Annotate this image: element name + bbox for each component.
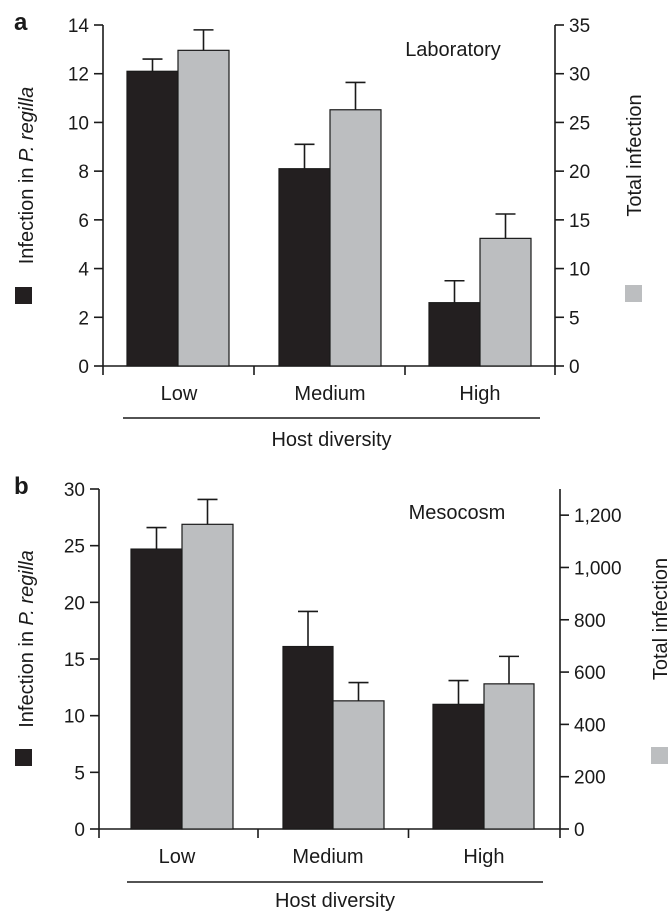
left-tick-label: 6 [78, 211, 89, 232]
category-label: Medium [292, 846, 363, 868]
left-tick-label: 12 [68, 65, 89, 86]
left-tick-label: 4 [78, 260, 89, 281]
bar-total-high [479, 237, 532, 367]
bar-p-regilla-low [126, 70, 179, 367]
x-axis-label: Host diversity [271, 429, 391, 451]
legend-square-light [625, 285, 642, 302]
right-tick-label: 200 [574, 768, 606, 789]
bar-total-low [181, 523, 234, 830]
category-label: High [463, 846, 504, 868]
left-tick-label: 0 [74, 820, 85, 841]
bar-total-medium [329, 109, 382, 367]
left-tick-label: 30 [64, 480, 85, 501]
left-tick-label: 0 [78, 357, 89, 378]
right-tick-label: 10 [569, 260, 590, 281]
left-axis-label-part: Infection in [16, 162, 38, 264]
category-label: Low [161, 383, 198, 405]
left-tick-label: 2 [78, 308, 89, 329]
chart-panel-b: b 0 5 10 15 20 25 30 0 200 400 600 800 1,000 1,200 Low M… [14, 473, 670, 912]
right-tick-label: 35 [569, 16, 590, 37]
left-tick-label: 10 [64, 707, 85, 728]
right-tick-label: 800 [574, 611, 606, 632]
panel-letter: b [14, 473, 29, 500]
left-tick-label: 20 [64, 593, 85, 614]
left-axis-label-part: Infection in [16, 625, 38, 727]
bar-p-regilla-high [428, 302, 481, 367]
right-tick-label: 25 [569, 113, 590, 134]
left-axis-label: Infection in P. regilla [16, 550, 38, 728]
right-tick-label: 20 [569, 162, 590, 183]
bar-total-low [177, 49, 230, 367]
right-tick-label: 15 [569, 211, 590, 232]
right-tick-label: 0 [574, 820, 585, 841]
chart-panel-a: a 0 2 4 6 8 10 12 14 0 5 10 15 20 25 30 35 Low Medium High H… [14, 9, 646, 451]
panel-annotation: Laboratory [405, 39, 501, 61]
category-label: Medium [294, 383, 365, 405]
left-axis-label: Infection in P. regilla [16, 87, 38, 265]
left-axis-label-species: P. regilla [16, 87, 38, 162]
left-tick-label: 5 [74, 763, 85, 784]
left-tick-label: 8 [78, 162, 89, 183]
category-label: High [459, 383, 500, 405]
right-tick-label: 1,200 [574, 506, 622, 527]
bar-p-regilla-low [130, 548, 183, 830]
category-label: Low [159, 846, 196, 868]
panel-letter: a [14, 9, 28, 36]
bar-p-regilla-high [432, 703, 485, 830]
x-axis-label: Host diversity [275, 890, 395, 912]
legend-square-dark [15, 749, 32, 766]
left-tick-label: 14 [68, 16, 90, 37]
bar-p-regilla-medium [282, 645, 334, 830]
right-tick-label: 5 [569, 308, 580, 329]
right-axis-label: Total infection [624, 94, 646, 216]
left-tick-label: 25 [64, 537, 85, 558]
left-axis-label-species: P. regilla [16, 550, 38, 625]
right-tick-label: 1,000 [574, 558, 622, 579]
bar-total-medium [332, 700, 385, 830]
right-tick-label: 0 [569, 357, 580, 378]
legend-square-light [651, 747, 668, 764]
legend-square-dark [15, 287, 32, 304]
right-axis-label: Total infection [650, 558, 670, 680]
bar-total-high [483, 683, 535, 830]
right-tick-label: 400 [574, 715, 606, 736]
left-tick-label: 15 [64, 650, 85, 671]
left-tick-label: 10 [68, 113, 89, 134]
right-tick-label: 30 [569, 65, 590, 86]
bar-p-regilla-medium [278, 168, 331, 367]
panel-annotation: Mesocosm [409, 502, 506, 524]
right-tick-label: 600 [574, 663, 606, 684]
